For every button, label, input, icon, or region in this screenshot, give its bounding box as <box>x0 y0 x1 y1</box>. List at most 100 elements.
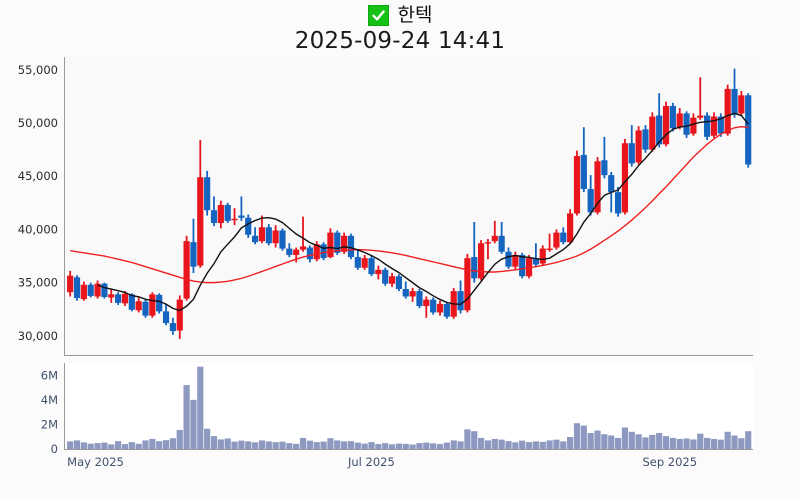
candle-body <box>382 269 389 284</box>
x-tick-label: Sep 2025 <box>642 455 697 469</box>
volume-bar <box>142 440 149 449</box>
candle-body <box>101 283 108 297</box>
volume-bar <box>423 442 430 449</box>
candle-body <box>320 244 327 259</box>
candle-body <box>464 258 471 311</box>
volume-bar <box>464 429 471 449</box>
price-tick-label: 45,000 <box>18 169 58 183</box>
candle-body <box>608 175 615 193</box>
volume-bar <box>313 442 320 449</box>
candle-body <box>224 204 231 221</box>
volume-bar <box>690 439 697 449</box>
candle-body <box>190 242 197 267</box>
candle-body <box>642 129 649 150</box>
candle-body <box>731 88 738 115</box>
volume-bar <box>320 441 327 449</box>
candle-body <box>690 117 697 134</box>
candle-body <box>745 95 752 165</box>
candle-body <box>539 248 546 264</box>
volume-bar <box>614 437 622 449</box>
volume-bar <box>375 444 382 449</box>
x-tick-label: Jul 2025 <box>347 455 395 469</box>
volume-bar <box>635 434 642 449</box>
volume-bar <box>347 441 355 449</box>
price-tick-label: 50,000 <box>18 116 58 130</box>
volume-bar <box>436 444 444 449</box>
candle-series <box>67 68 752 340</box>
volume-bar <box>416 443 423 449</box>
volume-bar <box>238 440 245 449</box>
volume-bar <box>477 437 485 449</box>
volume-bar <box>251 442 259 449</box>
check-mark-icon <box>367 4 389 26</box>
volume-bar <box>525 442 533 449</box>
candle-body <box>341 235 348 252</box>
volume-bar <box>573 423 581 449</box>
volume-bar <box>183 385 190 449</box>
candle-body <box>649 116 656 150</box>
volume-bar <box>245 441 252 449</box>
volume-bar <box>87 443 94 449</box>
volume-bar <box>286 443 293 449</box>
volume-bar <box>505 441 512 449</box>
candle-body <box>477 243 485 279</box>
candle-body <box>251 235 259 243</box>
volume-bar <box>327 438 334 449</box>
candle-body <box>115 294 122 303</box>
candle-body <box>183 241 190 299</box>
volume-bar <box>204 428 211 449</box>
candle-body <box>601 160 608 176</box>
candle-body <box>484 242 492 244</box>
volume-bar <box>457 441 464 449</box>
candle-body <box>156 294 163 312</box>
volume-bar <box>662 436 670 449</box>
volume-bar <box>272 442 279 449</box>
chart-timestamp: 2025-09-24 14:41 <box>294 28 506 54</box>
candle-body <box>361 258 368 268</box>
volume-bar <box>197 366 204 449</box>
candle-body <box>279 230 286 249</box>
volume-series <box>67 366 752 449</box>
candle-body <box>108 294 115 298</box>
volume-tick-label: 2M <box>41 417 58 431</box>
candle-body <box>354 257 361 268</box>
x-tick-label: May 2025 <box>67 455 124 469</box>
candle-body <box>471 257 478 279</box>
volume-bar <box>224 438 231 449</box>
candle-body <box>621 143 629 213</box>
volume-bar <box>231 441 238 449</box>
candle-body <box>669 105 676 129</box>
candle-body <box>676 113 683 128</box>
candle-body <box>299 246 307 250</box>
volume-bar <box>176 429 183 449</box>
candle-body <box>149 294 156 316</box>
candle-body <box>594 161 601 213</box>
candle-body <box>443 303 450 317</box>
volume-bar <box>642 437 649 449</box>
volume-bar <box>553 439 560 449</box>
candle-body <box>697 115 704 118</box>
chart-title-row: 한텍 <box>0 2 800 28</box>
volume-bar <box>169 438 176 449</box>
candle-body <box>162 311 170 324</box>
volume-bar <box>368 442 375 449</box>
candle-body <box>416 291 423 307</box>
candle-body <box>635 130 642 163</box>
volume-bar <box>382 443 389 449</box>
volume-bar <box>621 427 629 449</box>
candle-body <box>210 210 218 224</box>
candle-body <box>245 217 252 235</box>
volume-bar <box>491 438 498 449</box>
candle-body <box>142 301 149 316</box>
volume-bar <box>656 433 663 449</box>
candle-body <box>491 235 498 242</box>
volume-bar <box>580 425 587 449</box>
candle-body <box>272 230 279 244</box>
candle-body <box>704 115 711 137</box>
volume-bar <box>156 441 163 449</box>
volume-bar <box>265 441 272 449</box>
candle-body <box>587 188 594 213</box>
price-tick-label: 55,000 <box>18 63 58 77</box>
